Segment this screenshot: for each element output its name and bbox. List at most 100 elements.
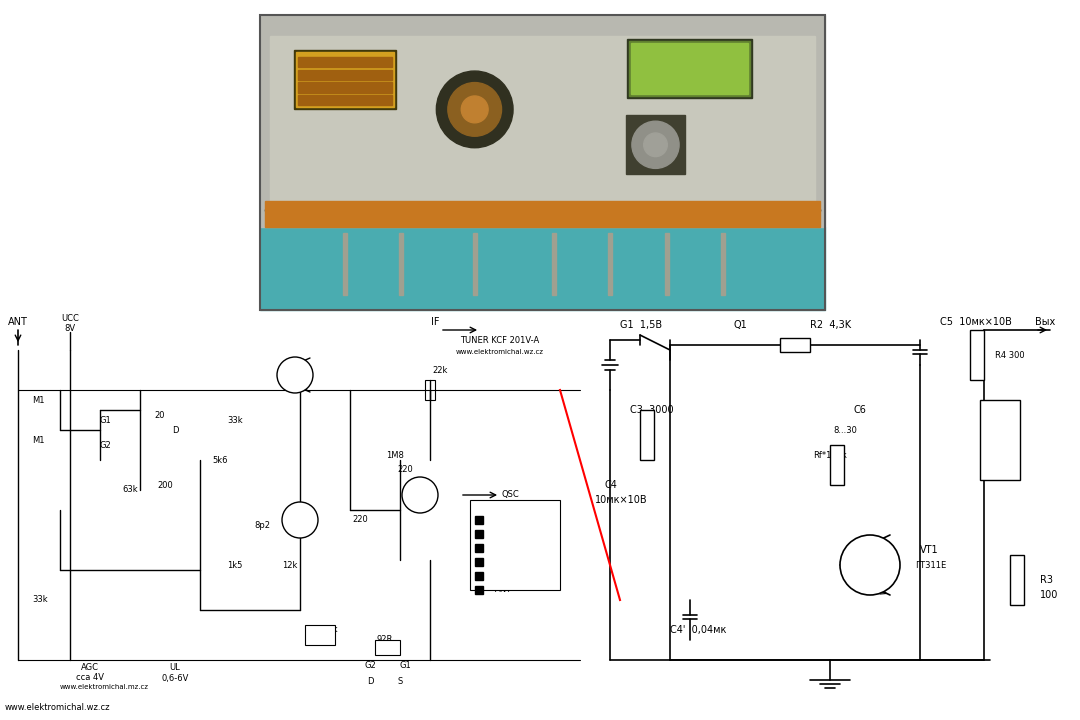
Text: C4'  0,04мк: C4' 0,04мк — [670, 625, 727, 635]
Bar — [0, 310, 580, 695]
Bar — [298, 95, 392, 105]
Text: 63k: 63k — [122, 485, 138, 495]
Bar — [831, 445, 843, 485]
Text: www.elektromichal.wz.cz: www.elektromichal.wz.cz — [456, 349, 544, 355]
Text: QSC: QSC — [501, 490, 518, 500]
Text: www.elektromichal.wz.cz: www.elektromichal.wz.cz — [5, 703, 110, 712]
Text: AGC: AGC — [81, 664, 99, 672]
Bar — [296, 53, 393, 107]
Text: 1k5: 1k5 — [227, 560, 243, 570]
Text: C6: C6 — [853, 405, 866, 415]
Text: 1M8: 1M8 — [386, 451, 404, 459]
Bar — [473, 233, 476, 295]
Text: 100: 100 — [1040, 590, 1058, 600]
Text: UL: UL — [170, 664, 180, 672]
Circle shape — [632, 121, 679, 168]
Text: ANT: ANT — [8, 317, 28, 327]
Text: 33k: 33k — [227, 415, 243, 425]
Bar — [721, 233, 726, 295]
Circle shape — [436, 71, 513, 148]
Bar — [970, 330, 984, 380]
Bar — [631, 42, 747, 94]
Text: C4: C4 — [605, 480, 618, 490]
Text: 8...30: 8...30 — [833, 426, 856, 434]
Text: V42P: V42P — [309, 631, 330, 639]
Text: IF: IF — [495, 529, 502, 539]
Text: S: S — [397, 678, 403, 686]
Text: C5  10мк×10B: C5 10мк×10B — [940, 317, 1012, 327]
Bar — [475, 516, 483, 524]
Text: IF: IF — [431, 317, 440, 327]
Circle shape — [840, 535, 900, 595]
Text: ГТ311Е: ГТ311Е — [915, 560, 946, 570]
Text: 12k: 12k — [282, 560, 298, 570]
Bar — [294, 50, 395, 109]
Circle shape — [461, 96, 488, 123]
Bar — [590, 310, 1080, 695]
Bar — [298, 70, 392, 80]
Text: VT1: VT1 — [920, 545, 939, 555]
Bar — [626, 115, 685, 174]
Bar — [400, 233, 403, 295]
Text: R4 300: R4 300 — [995, 351, 1025, 359]
Text: R2  4,3K: R2 4,3K — [810, 320, 851, 330]
Text: G1: G1 — [400, 660, 410, 670]
Text: C3  3000: C3 3000 — [630, 405, 674, 415]
Text: ANT: ANT — [495, 585, 512, 595]
Bar — [608, 233, 612, 295]
Bar — [1010, 555, 1024, 605]
Text: L01: L01 — [338, 97, 351, 104]
Text: M1: M1 — [31, 436, 44, 444]
Bar — [980, 400, 1020, 480]
Bar — [260, 15, 825, 228]
Bar — [627, 39, 752, 98]
Text: 5k6: 5k6 — [213, 456, 228, 464]
Text: TUNER KCF 201V-A: TUNER KCF 201V-A — [460, 336, 540, 344]
Bar — [260, 15, 825, 310]
Text: UCC: UCC — [62, 313, 79, 323]
Bar — [475, 530, 483, 538]
Text: 1n: 1n — [415, 490, 426, 500]
Circle shape — [402, 477, 438, 513]
Text: M68: M68 — [286, 361, 303, 369]
Text: 8V: 8V — [65, 323, 76, 333]
Text: Вых: Вых — [1035, 317, 1055, 327]
Text: D: D — [172, 426, 178, 434]
Text: 20: 20 — [154, 410, 165, 420]
Text: 8p2: 8p2 — [254, 521, 270, 529]
Bar — [630, 40, 750, 96]
Bar — [640, 410, 654, 460]
Bar — [665, 233, 669, 295]
Text: G2: G2 — [99, 441, 111, 449]
Text: 22k: 22k — [432, 366, 448, 374]
Bar — [475, 558, 483, 566]
Circle shape — [448, 83, 501, 136]
Text: 33k: 33k — [322, 626, 338, 634]
Text: 0,6-6V: 0,6-6V — [161, 673, 189, 683]
Text: 10мк×10B: 10мк×10B — [595, 495, 648, 505]
Bar — [342, 233, 347, 295]
Bar — [298, 57, 392, 67]
Bar — [305, 625, 335, 645]
Text: G1  1,5B: G1 1,5B — [620, 320, 662, 330]
Text: G2: G2 — [364, 660, 376, 670]
Bar — [470, 500, 561, 590]
Text: www.elektromichal.mz.cz: www.elektromichal.mz.cz — [60, 684, 149, 690]
Text: 200: 200 — [157, 480, 173, 490]
Text: OSC: OSC — [495, 516, 513, 524]
Text: cca 4V: cca 4V — [76, 673, 104, 683]
Text: AGC: AGC — [495, 572, 513, 580]
Circle shape — [276, 357, 313, 393]
Text: M1: M1 — [31, 395, 44, 405]
Text: 220: 220 — [352, 516, 368, 524]
Circle shape — [644, 133, 667, 157]
Bar — [475, 586, 483, 594]
Text: 220: 220 — [397, 466, 413, 474]
Text: G1: G1 — [99, 415, 111, 425]
Text: Q1: Q1 — [733, 320, 747, 330]
Bar — [475, 544, 483, 552]
Bar — [270, 36, 815, 207]
Bar — [426, 380, 435, 400]
Text: Rf*100к: Rf*100к — [813, 451, 847, 459]
Text: 92R: 92R — [377, 636, 393, 644]
